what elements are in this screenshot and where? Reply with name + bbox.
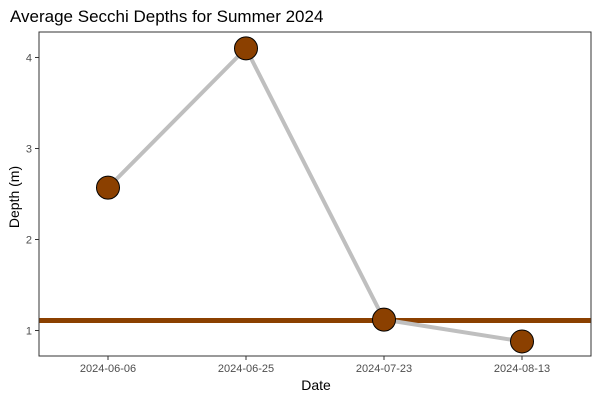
y-tick-label: 3 bbox=[26, 143, 32, 155]
x-tick-label: 2024-06-06 bbox=[80, 363, 136, 375]
chart-title: Average Secchi Depths for Summer 2024 bbox=[10, 7, 323, 26]
x-tick-label: 2024-08-13 bbox=[494, 363, 550, 375]
x-tick-label: 2024-06-25 bbox=[218, 363, 274, 375]
x-axis-title: Date bbox=[301, 377, 331, 393]
plot-area: 1 2 3 4 2024-06-06 2024-06-25 2024-07-23 2024-0… bbox=[26, 31, 592, 375]
data-point bbox=[96, 175, 120, 200]
y-tick-label: 2 bbox=[26, 235, 32, 247]
y-tick-label: 1 bbox=[26, 326, 32, 338]
series-line bbox=[106, 46, 524, 344]
y-tick-label: 4 bbox=[26, 52, 32, 64]
panel-border bbox=[38, 31, 592, 357]
x-tick-label: 2024-07-23 bbox=[356, 363, 412, 375]
data-point bbox=[372, 307, 396, 332]
y-axis-title: Depth (m) bbox=[6, 166, 22, 228]
data-point bbox=[234, 36, 258, 61]
data-point bbox=[510, 329, 534, 354]
